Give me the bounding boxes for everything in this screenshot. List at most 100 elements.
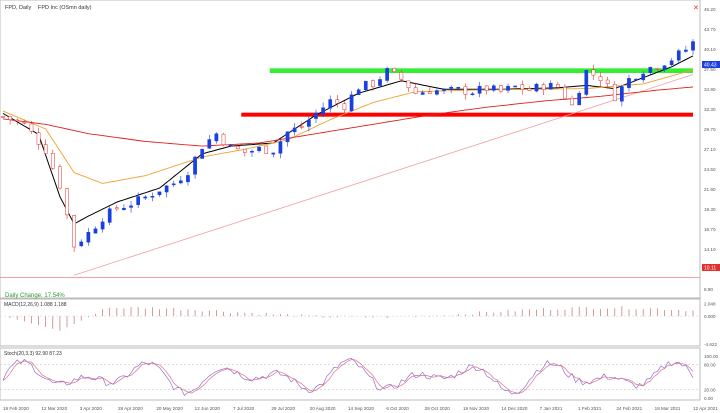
time-axis-tick-label: 3 Apr 2020 [80, 406, 103, 411]
time-axis-tick-label: 1 Feb 2021 [578, 406, 602, 411]
candle-body [243, 148, 247, 153]
candle-body [164, 185, 169, 193]
ascending-trendline [74, 74, 694, 276]
candle-body [79, 241, 84, 247]
candle-body [129, 205, 133, 208]
time-axis-tick-label: 14 Sep 2020 [348, 406, 375, 411]
candle-body [470, 93, 475, 96]
candle-body [506, 86, 510, 91]
candle-body [250, 150, 254, 153]
candle-body [534, 83, 539, 92]
candle-body [563, 87, 567, 99]
price-axis-tick-label: 43.70 [704, 27, 716, 32]
price-axis-tick-label: 27.10 [704, 147, 716, 152]
time-axis-tick-label: 20 May 2020 [156, 406, 183, 411]
candle-body [193, 156, 197, 175]
candle-body [456, 87, 461, 89]
candle-body [50, 153, 55, 169]
candle-body [292, 127, 297, 133]
time-axis-tick-label: 12 Jun 2020 [195, 406, 221, 411]
symbol-description: FPD Inc (OSmn daily) [38, 5, 92, 11]
time-axis-tick-label: 12 Mar 2020 [41, 406, 67, 411]
candle-body [371, 80, 375, 88]
candle-body [548, 83, 553, 90]
candle-body [634, 78, 638, 81]
time-axis-tick-label: 14 Dec 2020 [501, 406, 527, 411]
stoch-layer [0, 358, 700, 397]
candle-body [86, 232, 91, 243]
candle-body [641, 73, 646, 81]
candle-body [186, 175, 190, 183]
candle-body [584, 70, 589, 95]
candle-body [605, 79, 610, 84]
time-axis-tick-label: 7 Jan 2021 [540, 406, 563, 411]
candle-body [321, 107, 325, 115]
candle-body [413, 87, 418, 94]
stoch-d-line [2, 359, 694, 394]
macd-axis-tick-label: 0.000 [704, 314, 716, 319]
candle-body [363, 80, 368, 91]
candle-body [285, 131, 290, 143]
candle-body [570, 97, 574, 106]
price-axis-tick-label: 19.30 [704, 207, 716, 212]
resistance-zone-band [269, 68, 693, 73]
candle-body [299, 126, 304, 128]
time-axis-tick-label: 18 Mar 2021 [655, 406, 681, 411]
price-panel-frame [0, 0, 701, 299]
price-axis-tick-label: 45.20 [704, 7, 716, 12]
candle-body [65, 188, 69, 216]
candle-body [577, 92, 582, 106]
candle-body [399, 72, 404, 80]
candle-body [36, 132, 41, 145]
candle-body [491, 85, 496, 91]
time-axis-tick-label: 19 Nov 2020 [463, 406, 489, 411]
candle-body [43, 144, 48, 154]
candle-body [157, 191, 162, 196]
candle-body [122, 207, 126, 210]
price-axis-tick-label: 34.90 [704, 87, 716, 92]
candle-body [676, 50, 681, 61]
time-axis-tick-label: 29 Jul 2020 [271, 406, 295, 411]
candle-body [406, 80, 411, 89]
daily-change-label: Daily Change: 17.54% [5, 293, 65, 299]
candle-body [178, 180, 183, 184]
candle-body [235, 145, 240, 150]
price-axis-tick-label: 40.10 [704, 47, 716, 52]
candle-body [612, 84, 617, 102]
stoch-axis-tick-label: 80.00 [704, 362, 716, 367]
price-axis-tick-label: 24.50 [704, 167, 716, 172]
price-axis-tick-label: 29.70 [704, 127, 716, 132]
candle-body [591, 69, 596, 76]
candle-body [662, 65, 667, 70]
candle-body [278, 141, 283, 154]
candle-body [214, 133, 219, 142]
candle-body [29, 123, 34, 132]
price-axis-tick-label: 8.90 [704, 287, 713, 292]
macd-label: MACD(12,26,9) 1.088 1.188 [4, 302, 67, 308]
price-axis-tick-label: 14.10 [704, 247, 716, 252]
candle-body [221, 133, 226, 145]
close-chart-icon[interactable]: ✕ [693, 5, 699, 12]
candle-body [442, 89, 446, 91]
candle-body [58, 166, 62, 189]
candle-body [449, 87, 453, 89]
stoch-axis-tick-label: 100.00 [704, 354, 718, 359]
last-price-value: 40.43 [704, 63, 717, 69]
time-axis-tick-label: 28 Oct 2020 [425, 406, 450, 411]
candle-body [349, 94, 354, 112]
candle-body [307, 119, 311, 127]
candle-body [435, 90, 439, 95]
candle-body [684, 49, 688, 52]
candle-body [620, 86, 624, 102]
candle-body [264, 145, 269, 154]
candle-body [392, 67, 397, 72]
price-layer [0, 39, 700, 278]
candle-body [171, 183, 176, 186]
time-axis-tick-label: 28 Apr 2020 [118, 406, 143, 411]
macd-axis-tick-label: 2.048 [704, 302, 716, 307]
candle-body [499, 85, 503, 92]
candle-body [378, 79, 382, 86]
candle-body [627, 78, 631, 88]
candle-body [669, 60, 674, 65]
